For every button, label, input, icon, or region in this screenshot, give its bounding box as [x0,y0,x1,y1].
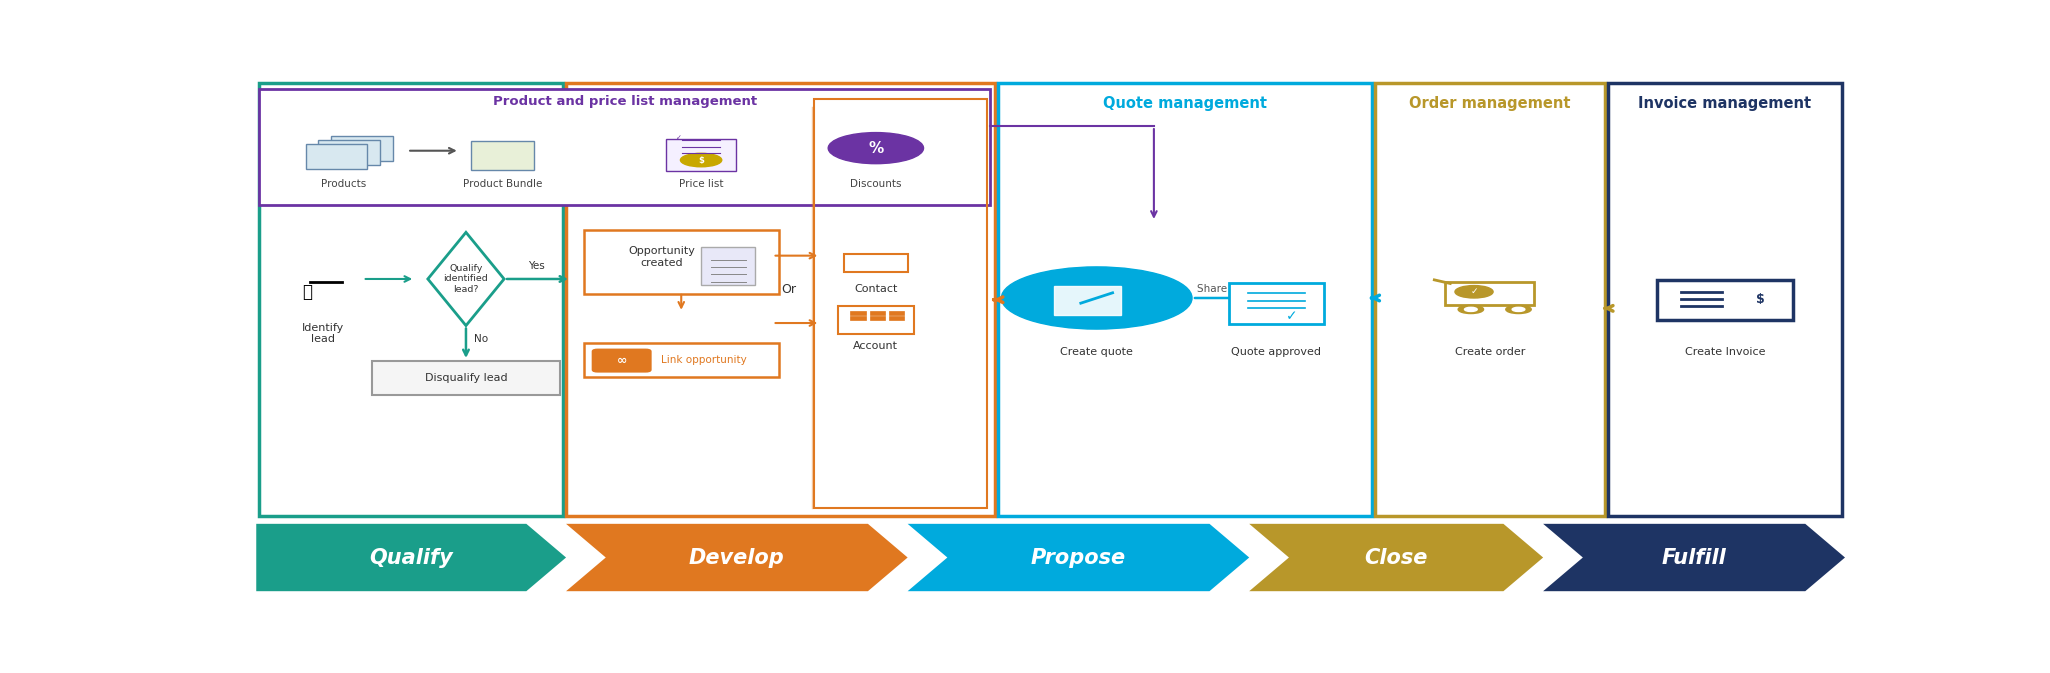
FancyBboxPatch shape [701,247,754,285]
Circle shape [1513,308,1525,312]
Text: Fulfill: Fulfill [1663,548,1726,567]
FancyBboxPatch shape [318,140,379,165]
Text: Share ►: Share ► [1197,283,1238,293]
Text: Account: Account [853,341,898,351]
Circle shape [681,153,722,167]
Circle shape [1507,306,1531,314]
Text: Opportunity management: Opportunity management [672,96,888,111]
FancyBboxPatch shape [1609,83,1841,516]
FancyBboxPatch shape [998,83,1371,516]
Text: Price list: Price list [679,180,724,189]
FancyBboxPatch shape [869,310,886,315]
Text: No: No [474,334,488,344]
FancyBboxPatch shape [260,89,990,205]
Text: Product Bundle: Product Bundle [463,180,541,189]
FancyBboxPatch shape [260,83,564,516]
Text: $: $ [1755,293,1765,306]
Text: Opportunity
created: Opportunity created [627,246,695,268]
Polygon shape [908,524,1248,591]
Text: Link opportunity: Link opportunity [662,355,746,365]
FancyBboxPatch shape [869,316,886,320]
Text: Invoice management: Invoice management [1638,96,1812,111]
Polygon shape [1248,524,1544,591]
Text: Product and price list management: Product and price list management [492,95,756,108]
Circle shape [1464,308,1478,312]
FancyBboxPatch shape [584,343,779,377]
Text: Create order: Create order [1456,347,1525,357]
FancyBboxPatch shape [1054,285,1121,314]
Text: Yes: Yes [529,261,545,271]
FancyBboxPatch shape [472,141,535,170]
Text: ∞: ∞ [617,354,627,367]
Text: ✓: ✓ [1470,287,1478,296]
Text: Qualify
identified
lead?: Qualify identified lead? [443,264,488,294]
FancyBboxPatch shape [851,310,867,315]
FancyBboxPatch shape [1228,283,1324,324]
Circle shape [828,133,925,164]
FancyBboxPatch shape [584,230,779,294]
FancyBboxPatch shape [1376,83,1605,516]
Text: Qualify: Qualify [369,548,453,567]
FancyBboxPatch shape [888,316,904,320]
Text: Quote approved: Quote approved [1232,347,1322,357]
Text: Products: Products [322,180,367,189]
FancyBboxPatch shape [305,144,367,169]
FancyBboxPatch shape [666,139,736,172]
Circle shape [1000,267,1191,329]
Text: Lead management: Lead management [334,96,488,111]
FancyBboxPatch shape [851,316,867,320]
Text: Quote management: Quote management [1103,96,1267,111]
Text: Or: Or [781,283,795,296]
Text: Close: Close [1365,548,1429,567]
Text: Create quote: Create quote [1060,347,1134,357]
Polygon shape [428,232,504,326]
Text: Disqualify lead: Disqualify lead [424,373,506,383]
Text: Order management: Order management [1408,96,1570,111]
FancyBboxPatch shape [592,350,650,371]
Text: ✓: ✓ [676,135,681,141]
Text: Contact: Contact [855,284,898,294]
Polygon shape [1544,524,1845,591]
Text: Discounts: Discounts [851,180,902,189]
Text: Create Invoice: Create Invoice [1685,347,1765,357]
Polygon shape [256,524,566,591]
Text: Identify
lead: Identify lead [301,322,344,344]
Text: Propose: Propose [1031,548,1125,567]
Text: Develop: Develop [689,548,785,567]
Text: $: $ [699,155,703,164]
FancyBboxPatch shape [330,136,394,161]
FancyBboxPatch shape [1656,280,1794,320]
Text: %: % [869,141,884,155]
Circle shape [1456,285,1492,298]
FancyBboxPatch shape [888,310,904,315]
Circle shape [1458,306,1484,314]
FancyBboxPatch shape [566,83,994,516]
Text: ⛓: ⛓ [301,283,312,301]
Polygon shape [566,524,908,591]
Text: ✓: ✓ [1285,309,1298,323]
FancyBboxPatch shape [373,361,560,395]
